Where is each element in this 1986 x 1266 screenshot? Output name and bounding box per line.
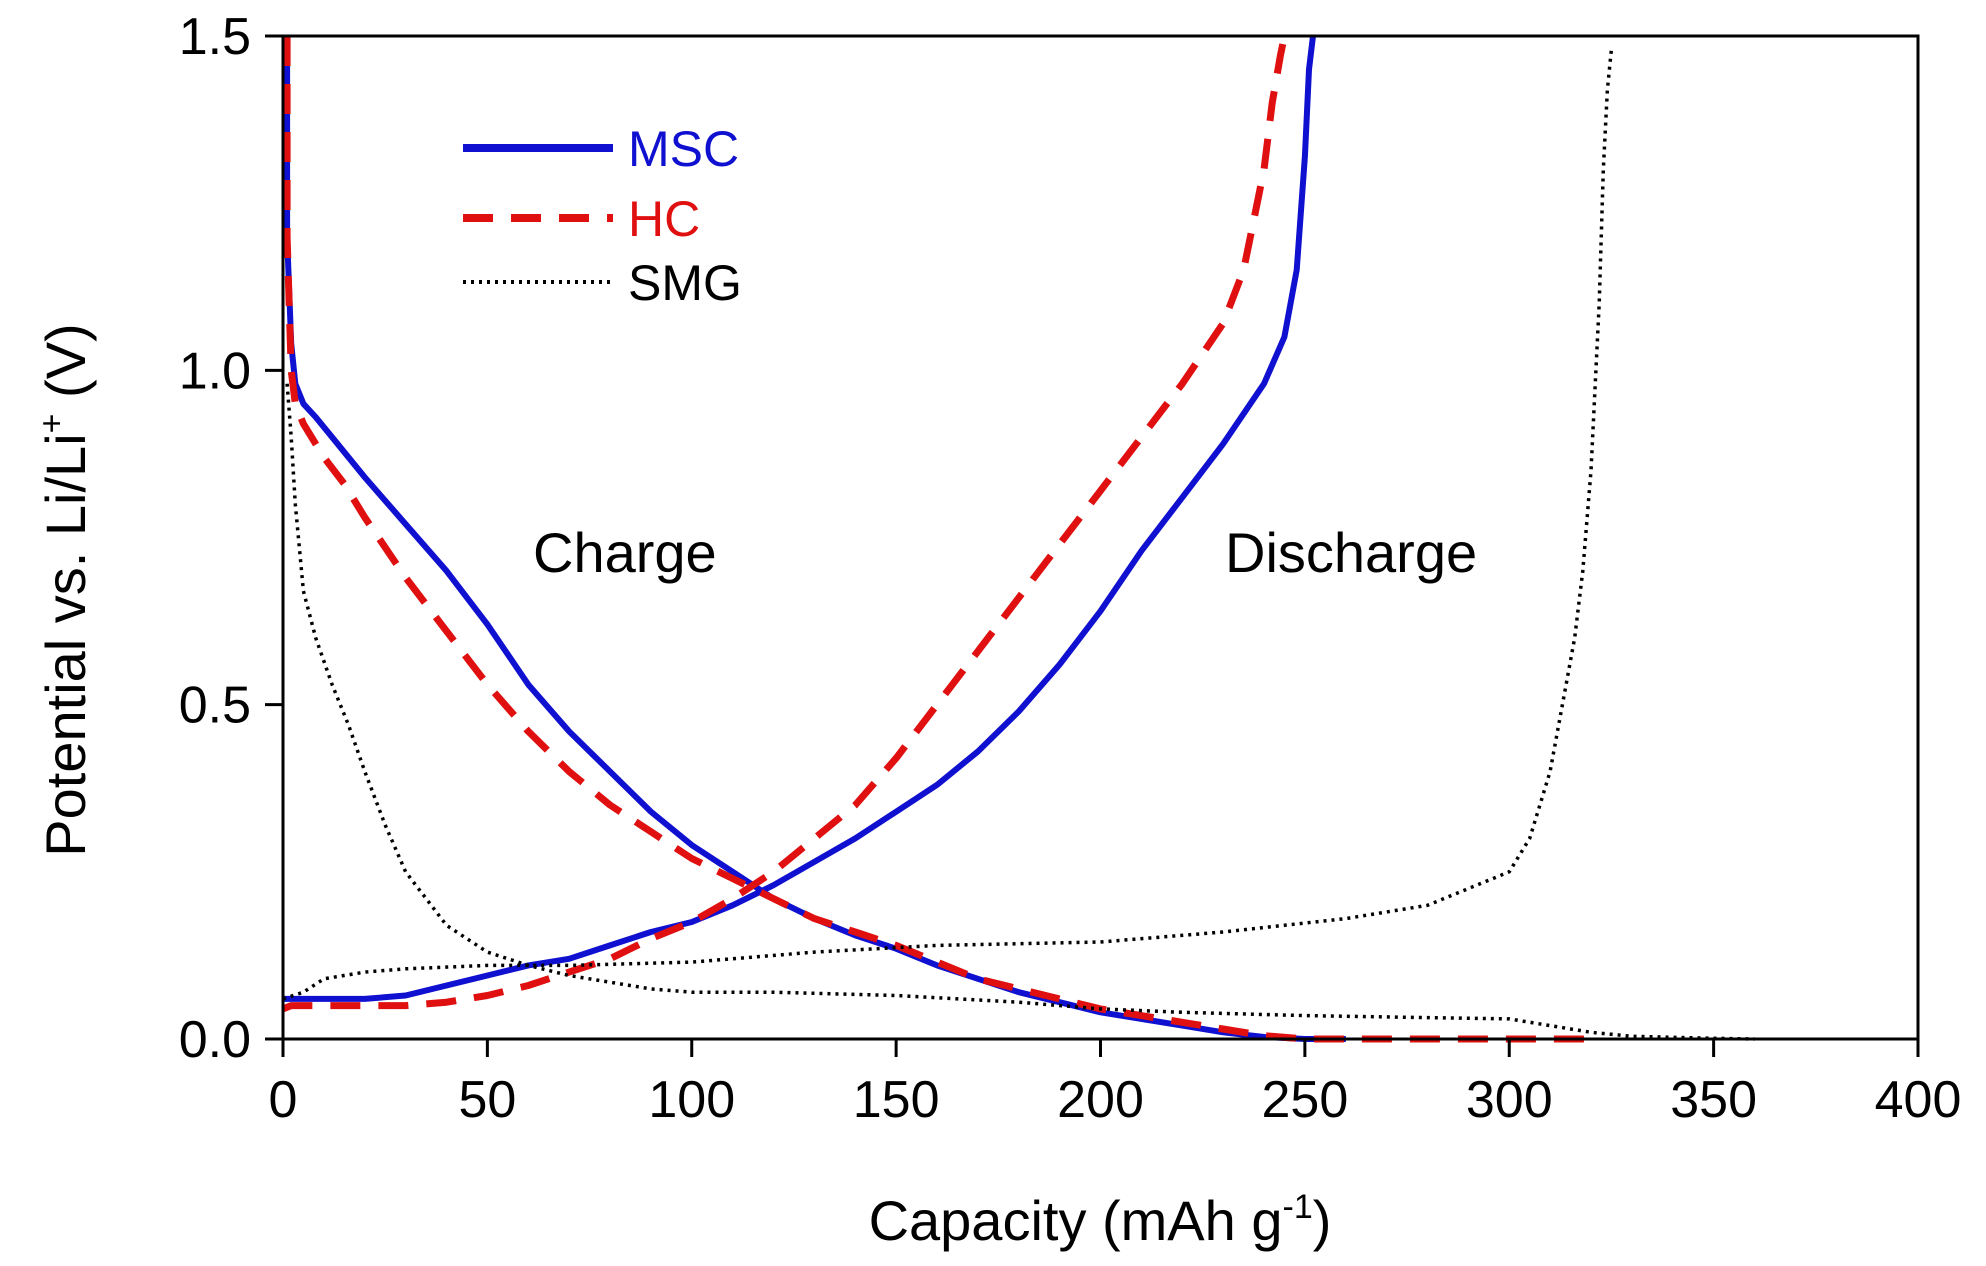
x-tick-label: 150 (853, 1071, 940, 1129)
series-smg-discharge (282, 49, 1614, 1001)
legend: MSC HC SMG (463, 121, 742, 311)
annotation-discharge: Discharge (1225, 521, 1477, 584)
y-tick-label: 1.5 (179, 8, 251, 66)
y-axis-title: Potential vs. Li/Li+ (V) (33, 323, 97, 856)
x-axis: 0 50 100 150 200 250 300 350 400 (269, 1039, 1962, 1129)
x-axis-title: Capacity (mAh g-1) (869, 1188, 1332, 1252)
series-msc-discharge (283, 35, 1316, 1002)
y-tick-label: 1.0 (179, 342, 251, 400)
y-axis: 0.0 0.5 1.0 1.5 (179, 8, 283, 1069)
legend-label-smg: SMG (628, 255, 742, 311)
x-tick-label: 50 (458, 1071, 516, 1129)
x-tick-label: 250 (1261, 1071, 1348, 1129)
annotation-charge: Charge (533, 521, 717, 584)
series-hc-charge (283, 36, 1591, 1043)
x-tick-label: 400 (1875, 1071, 1962, 1129)
legend-label-hc: HC (628, 191, 700, 247)
series-smg-charge (285, 383, 1755, 1041)
x-tick-label: 350 (1670, 1071, 1757, 1129)
series-layer (281, 35, 1755, 1043)
x-tick-label: 200 (1057, 1071, 1144, 1129)
series-hc-discharge (281, 35, 1288, 1013)
y-tick-label: 0.5 (179, 677, 251, 735)
x-tick-label: 300 (1466, 1071, 1553, 1129)
x-tick-label: 0 (269, 1071, 298, 1129)
x-tick-label: 100 (648, 1071, 735, 1129)
y-tick-label: 0.0 (179, 1011, 251, 1069)
legend-label-msc: MSC (628, 121, 739, 177)
